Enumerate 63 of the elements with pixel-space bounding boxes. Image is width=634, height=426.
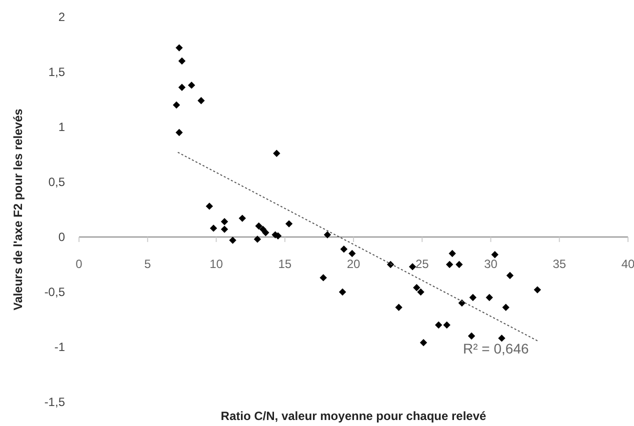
point	[340, 246, 348, 253]
point	[198, 97, 205, 104]
point	[534, 286, 542, 294]
x-tick-label: 35	[552, 257, 566, 271]
y-tick-label: 0,5	[48, 175, 66, 189]
x-tick-label: 30	[484, 257, 498, 271]
y-tick-label: -1	[54, 340, 66, 354]
x-tick-label: 15	[278, 257, 292, 271]
point	[498, 334, 506, 342]
point	[448, 250, 456, 258]
x-tick-label: 20	[346, 257, 360, 271]
point	[254, 236, 262, 243]
point	[178, 84, 186, 91]
point	[320, 274, 327, 282]
point	[395, 304, 402, 311]
point	[338, 288, 346, 296]
point	[229, 236, 236, 244]
point	[434, 321, 442, 329]
point	[220, 226, 228, 233]
y-tick-label: 0	[58, 230, 66, 244]
y-tick-label: 1,5	[48, 65, 66, 79]
x-tick-label: 10	[210, 257, 224, 271]
y-axis-title: Valeurs de l'axe F2 pour les relevés	[11, 108, 25, 310]
x-tick-label: 40	[621, 257, 634, 271]
point	[469, 294, 477, 302]
point	[262, 229, 270, 236]
point	[486, 294, 493, 302]
point	[188, 82, 196, 89]
point	[506, 272, 514, 280]
y-tick-label: -1,5	[44, 395, 66, 409]
point	[443, 321, 450, 329]
point	[386, 260, 394, 268]
point	[172, 101, 180, 109]
point	[210, 224, 218, 232]
point	[408, 263, 416, 270]
point	[220, 218, 228, 226]
y-tick-label: -0,5	[44, 285, 66, 299]
x-tick-label: 25	[415, 257, 430, 271]
point	[417, 288, 424, 296]
point	[273, 150, 280, 157]
point	[413, 284, 420, 292]
x-tick-label: 0	[76, 257, 83, 271]
point	[458, 299, 466, 307]
point	[348, 250, 356, 258]
x-axis-title: Ratio C/N, valeur moyenne pour chaque relevé	[220, 409, 487, 423]
point	[502, 304, 510, 311]
point	[446, 260, 454, 268]
point	[324, 231, 332, 238]
point	[176, 44, 183, 52]
annotation: R² = 0,646	[463, 340, 529, 356]
point	[238, 214, 246, 222]
point	[176, 128, 183, 136]
y-tick-label: 1	[58, 120, 66, 134]
point	[420, 339, 428, 346]
point	[468, 332, 476, 340]
x-tick-label: 5	[144, 257, 152, 271]
point	[178, 57, 186, 65]
point	[456, 260, 463, 268]
point	[285, 220, 293, 228]
point	[491, 251, 498, 258]
point	[206, 202, 213, 210]
y-tick-label: 2	[58, 10, 66, 24]
point	[255, 222, 262, 230]
